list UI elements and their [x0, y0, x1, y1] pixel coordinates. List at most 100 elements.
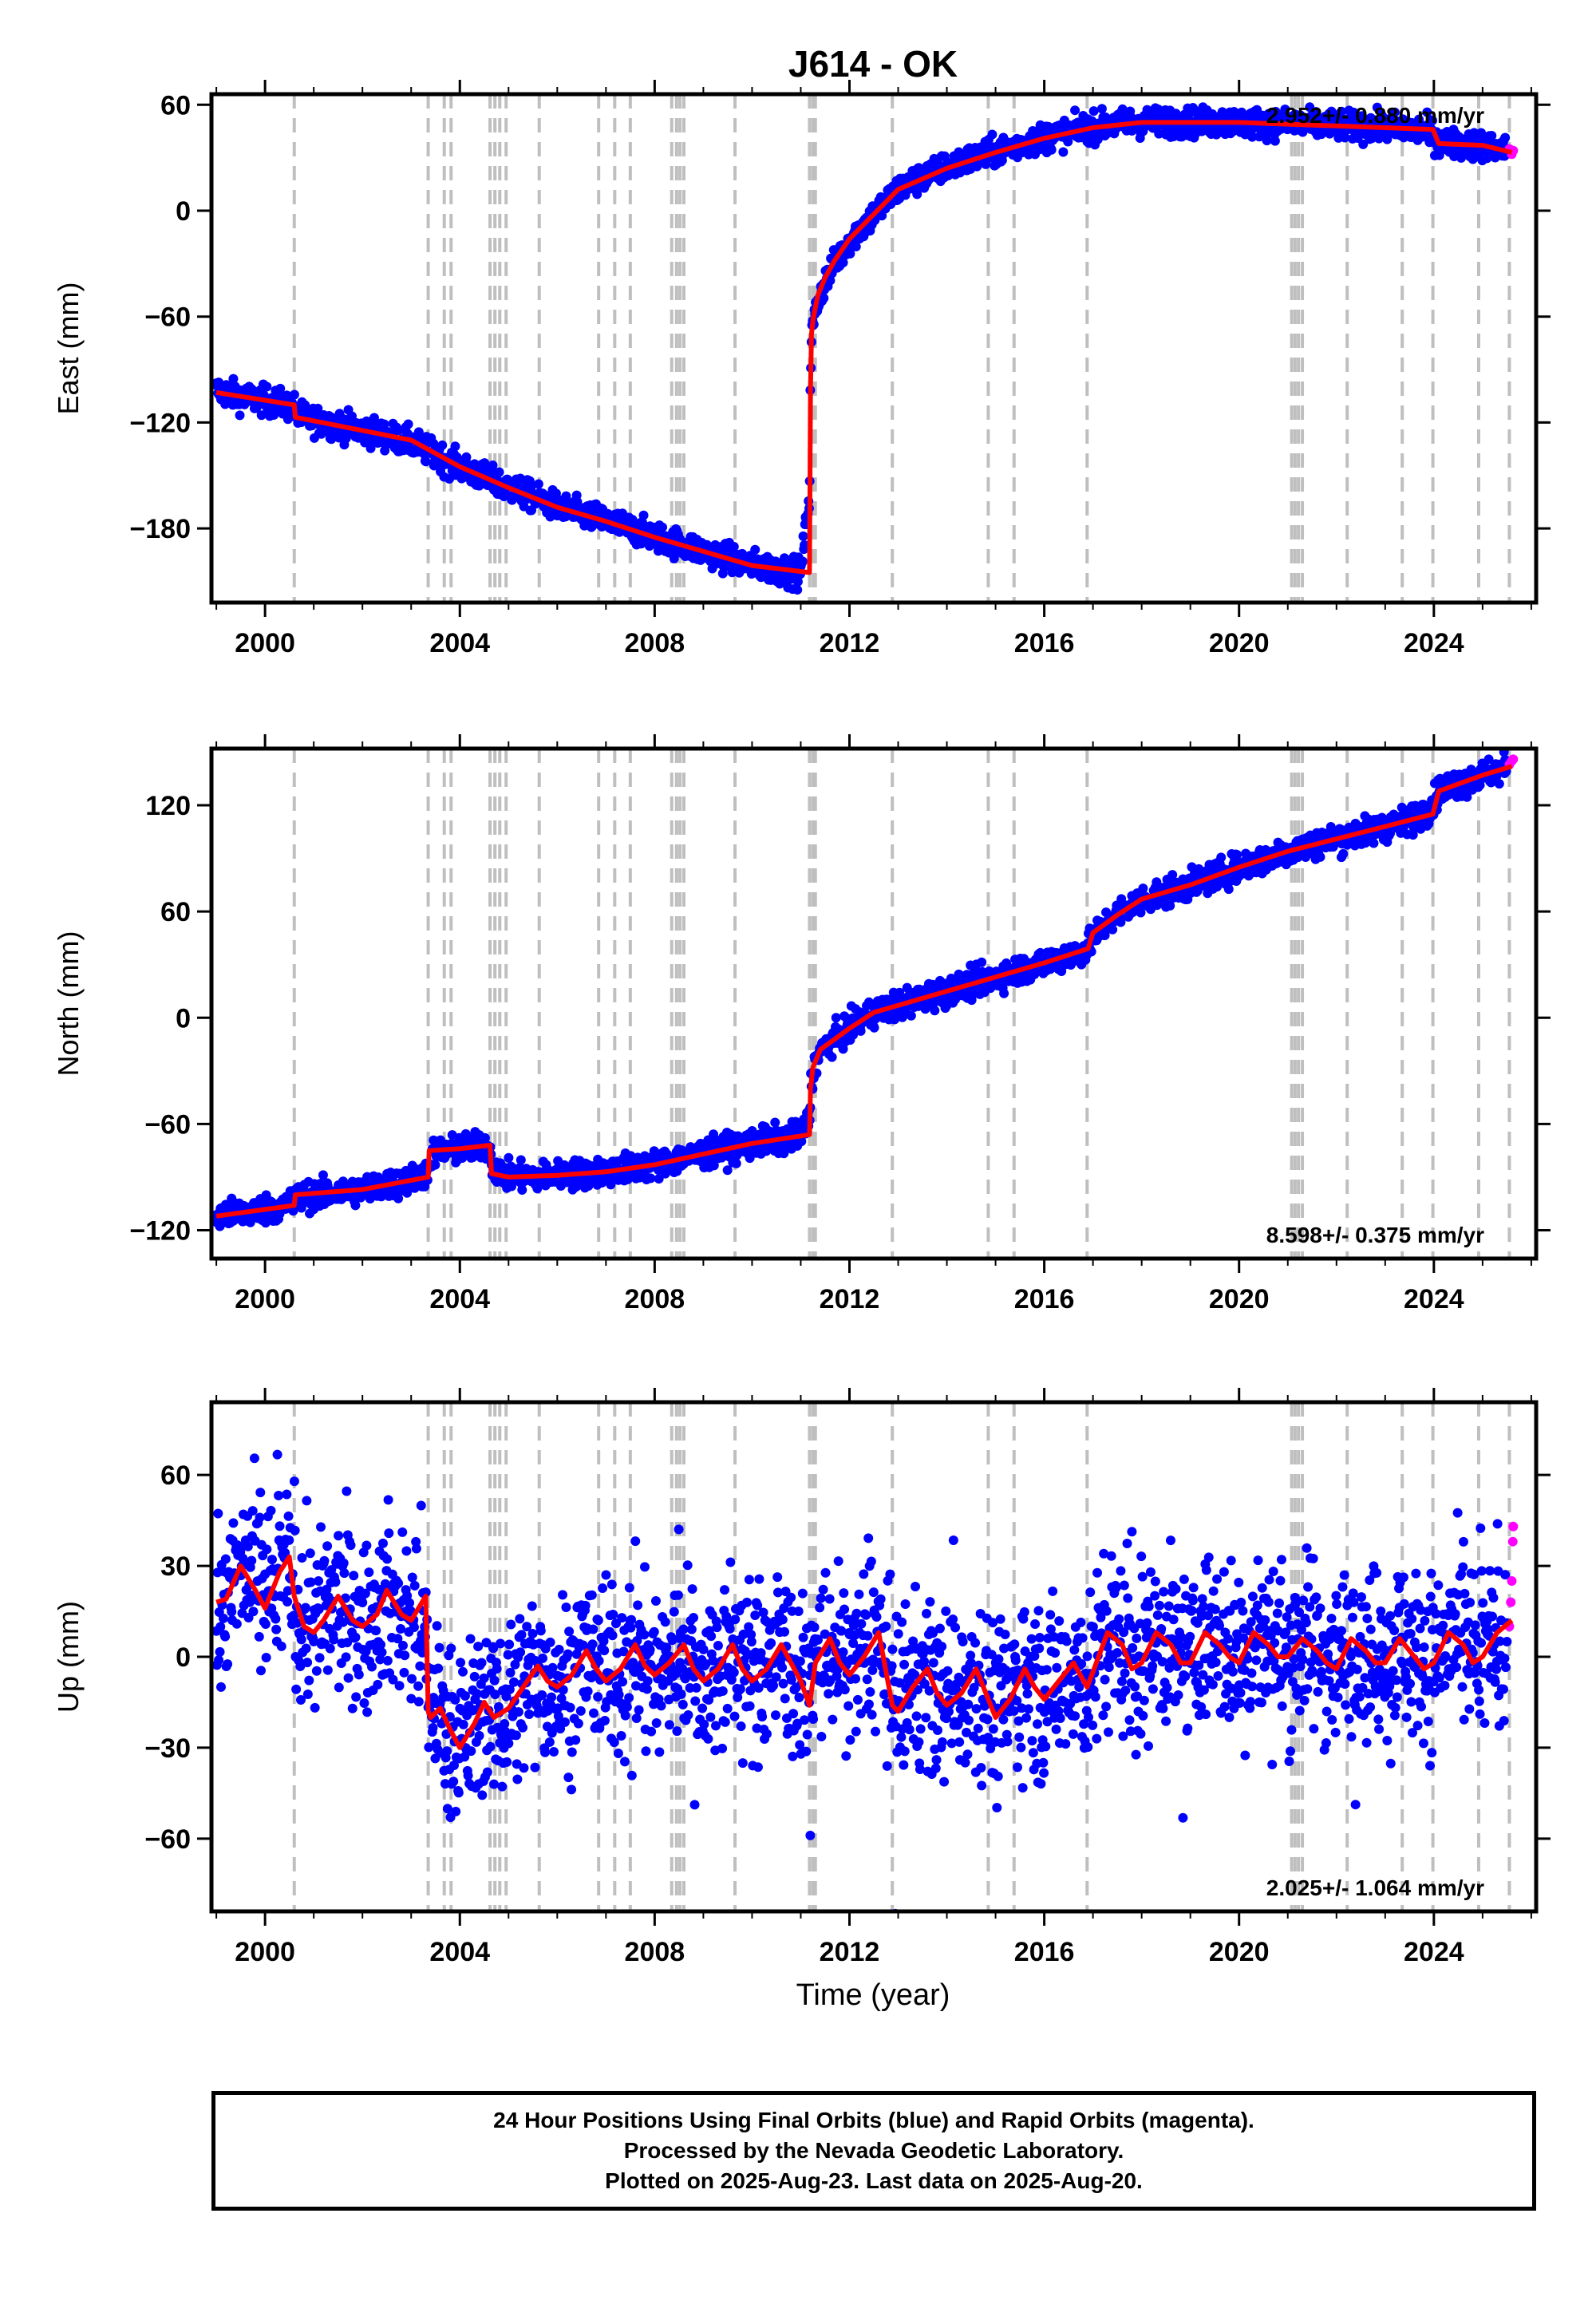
up-final-point [314, 1653, 325, 1663]
north-x-tick-label: 2004 [429, 1284, 490, 1314]
north-final-point [516, 1155, 526, 1165]
north-final-point [622, 1174, 633, 1184]
east-x-tick-label: 2000 [235, 628, 295, 658]
east-final-points [211, 102, 1512, 595]
east-final-point [627, 515, 638, 525]
up-final-point [325, 1643, 335, 1654]
up-final-point [334, 1531, 344, 1541]
up-final-point [311, 1666, 322, 1676]
east-final-point [1422, 107, 1432, 117]
up-final-point [284, 1535, 294, 1545]
up-final-point [359, 1698, 369, 1709]
up-final-point [364, 1567, 374, 1578]
up-final-point [254, 1631, 264, 1642]
east-final-point [403, 419, 413, 429]
east-final-point [838, 258, 848, 268]
north-final-point [1494, 779, 1504, 789]
up-final-point [310, 1702, 320, 1713]
east-final-point [1247, 132, 1258, 142]
up-final-point [339, 1568, 350, 1579]
east-y-tick-label: −120 [129, 408, 191, 438]
north-final-point [350, 1200, 361, 1211]
up-final-point [314, 1576, 324, 1587]
north-axes: 2000 2004 2008 2012 2016 2020 2024120600−60−12… [129, 734, 1551, 1314]
chart-title: J614 - OK [788, 43, 958, 85]
north-final-point [796, 1136, 807, 1147]
up-final-point [291, 1684, 302, 1694]
east-final-point [800, 540, 810, 551]
north-final-point [906, 1010, 916, 1021]
up-final-point [243, 1541, 253, 1551]
east-final-point [851, 241, 861, 251]
north-final-point [1165, 900, 1175, 911]
north-y-tick-label: 0 [176, 1003, 191, 1034]
north-model-path [215, 764, 1513, 1219]
east-final-point [262, 381, 272, 392]
up-final-point [300, 1603, 310, 1613]
north-y-tick-label: −120 [129, 1216, 191, 1247]
up-final-point [282, 1597, 293, 1607]
north-final-point [731, 1158, 741, 1168]
up-final-point [267, 1555, 277, 1565]
east-final-point [912, 189, 922, 200]
east-final-point [1500, 132, 1511, 143]
north-y-tick-label: −60 [144, 1109, 191, 1140]
north-final-point [1499, 749, 1509, 757]
north-x-tick-label: 2020 [1209, 1284, 1270, 1314]
east-final-point [1088, 106, 1099, 117]
up-final-point [248, 1607, 259, 1617]
east-final-point [480, 458, 490, 468]
up-final-point [382, 1655, 393, 1666]
east-y-label: East (mm) [52, 283, 85, 415]
north-y-tick-label: 60 [160, 897, 191, 927]
north-rapid-point [1508, 754, 1519, 765]
north-final-point [480, 1132, 490, 1143]
north-rate-text: 8.598+/- 0.375 mm/yr [1266, 1223, 1484, 1247]
east-x-tick-label: 2016 [1014, 628, 1075, 658]
east-final-point [1340, 132, 1350, 143]
north-x-tick-label: 2008 [625, 1284, 685, 1314]
up-final-point [228, 1518, 239, 1528]
east-final-point [1389, 107, 1400, 117]
up-final-point [223, 1659, 233, 1670]
east-final-point [1357, 111, 1367, 121]
up-final-point [213, 1508, 223, 1519]
up-final-point [305, 1548, 315, 1559]
east-final-point [1058, 147, 1069, 157]
east-final-point [421, 456, 431, 467]
up-final-point [220, 1554, 231, 1564]
north-final-points [211, 749, 1512, 1231]
north-final-point [1065, 960, 1076, 970]
east-final-point [792, 576, 803, 587]
up-final-point [272, 1449, 282, 1460]
north-final-point [1216, 852, 1227, 863]
east-final-point [1096, 104, 1107, 114]
north-final-point [1138, 883, 1148, 894]
east-final-point [1280, 104, 1290, 114]
up-final-point [341, 1652, 351, 1662]
up-final-point [338, 1558, 349, 1568]
north-final-point [504, 1152, 514, 1163]
north-final-point [517, 1185, 527, 1196]
up-final-point [373, 1679, 383, 1690]
east-final-point [987, 129, 998, 140]
up-final-point [351, 1692, 361, 1702]
east-final-point [429, 438, 439, 449]
up-final-point [227, 1607, 237, 1617]
up-final-point [297, 1552, 307, 1563]
up-final-point [334, 1682, 344, 1693]
up-final-point [343, 1673, 354, 1683]
east-final-point [1372, 102, 1382, 113]
up-final-point [282, 1586, 293, 1596]
up-final-point [255, 1666, 266, 1676]
up-final-point [215, 1682, 226, 1692]
east-x-tick-label: 2024 [1404, 628, 1464, 658]
up-final-point [296, 1634, 306, 1645]
up-event-lines [292, 1402, 1511, 1911]
north-final-point [770, 1117, 780, 1128]
north-final-point [1483, 754, 1494, 765]
east-final-point [825, 275, 836, 286]
east-final-point [717, 568, 728, 579]
east-final-point [1270, 136, 1280, 146]
east-y-tick-label: 0 [176, 196, 191, 227]
